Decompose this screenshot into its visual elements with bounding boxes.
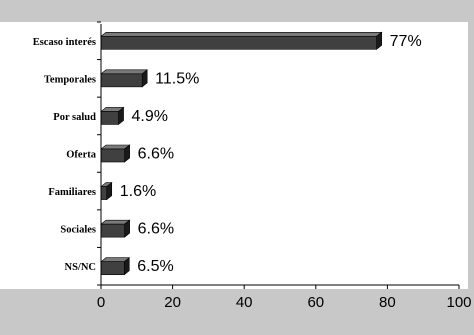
axes-group: Escaso interés Temporales Por salud Oferta F… bbox=[33, 21, 472, 311]
bar-front bbox=[100, 73, 143, 88]
bar-top bbox=[100, 31, 383, 37]
x-tick-label: 20 bbox=[164, 294, 181, 311]
category-label: Familiares bbox=[48, 187, 96, 198]
category-label: Oferta bbox=[66, 150, 96, 161]
category-label: NS/NC bbox=[64, 262, 96, 273]
bar-0 bbox=[100, 31, 383, 50]
value-label: 77% bbox=[390, 33, 422, 50]
bar-top bbox=[100, 69, 149, 75]
category-label: Escaso interés bbox=[33, 37, 96, 48]
value-label: 4.9% bbox=[132, 108, 168, 125]
x-tick-label: 40 bbox=[236, 294, 253, 311]
value-label: 6.6% bbox=[138, 146, 174, 163]
value-label: 1.6% bbox=[120, 183, 156, 200]
x-tick-label: 80 bbox=[379, 294, 396, 311]
x-tick-label: 0 bbox=[97, 294, 105, 311]
bar-2 bbox=[100, 106, 125, 126]
bar-4 bbox=[100, 181, 113, 201]
bar-6 bbox=[100, 257, 131, 276]
bar-1 bbox=[100, 69, 149, 88]
bar-5 bbox=[100, 219, 131, 238]
bar-front bbox=[100, 35, 377, 50]
category-label: Sociales bbox=[60, 225, 96, 236]
plot-area bbox=[0, 22, 468, 289]
x-tick-label: 100 bbox=[446, 294, 471, 311]
bars-group: 77% 11.5% 4.9% 6.6% 1.6% 6.6% 6.5% bbox=[100, 31, 422, 276]
bar-front bbox=[100, 223, 125, 238]
category-label: Por salud bbox=[53, 112, 96, 123]
value-label: 6.5% bbox=[137, 258, 173, 275]
bar-front bbox=[100, 111, 119, 125]
bar-front bbox=[100, 186, 108, 200]
category-label: Temporales bbox=[44, 74, 96, 85]
value-label: 11.5% bbox=[155, 70, 199, 87]
x-tick-label: 60 bbox=[307, 294, 324, 311]
bar-front bbox=[100, 148, 125, 163]
value-label: 6.6% bbox=[138, 221, 174, 238]
bar-front bbox=[100, 261, 125, 276]
bar-3 bbox=[100, 144, 131, 163]
